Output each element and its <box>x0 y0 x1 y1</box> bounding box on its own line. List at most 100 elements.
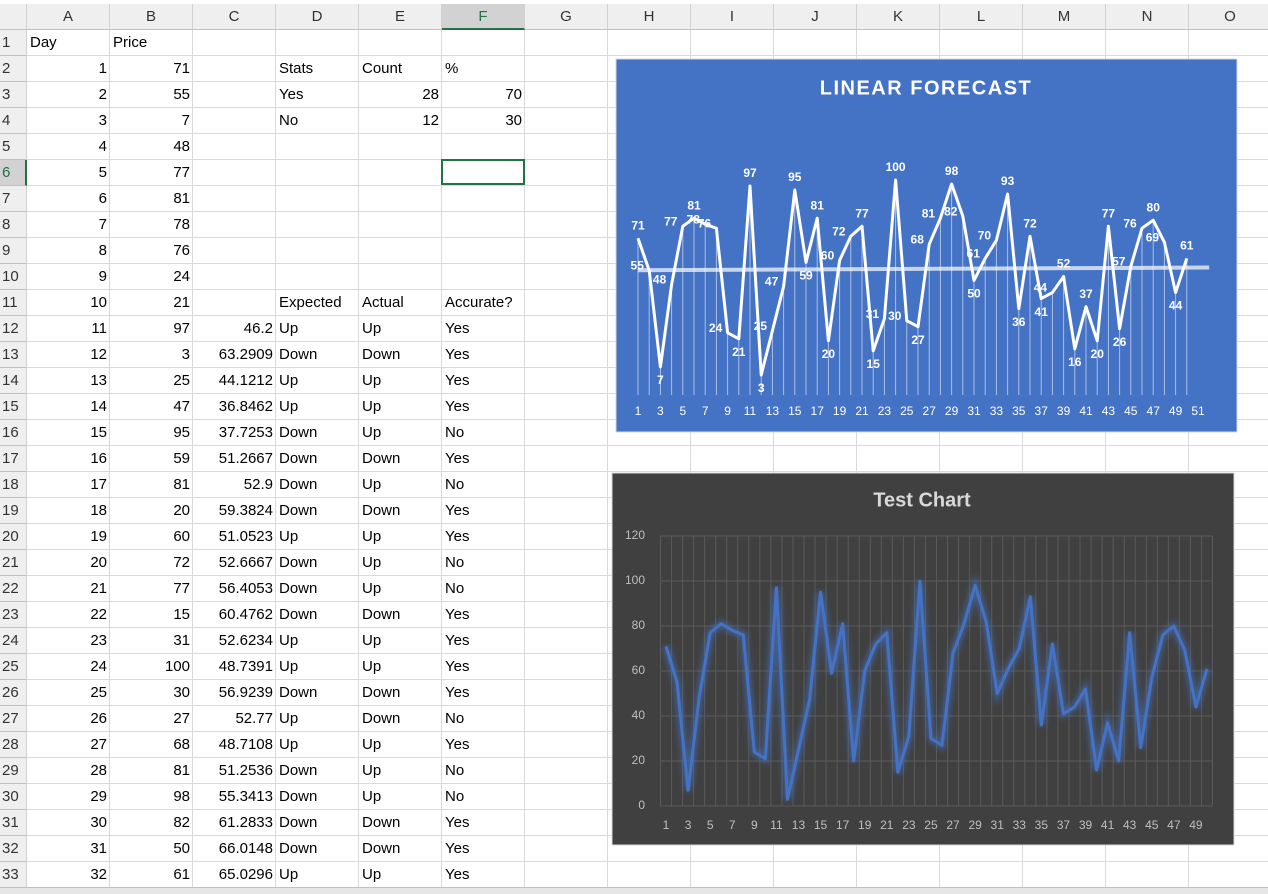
cell: 61.2833 <box>218 814 273 831</box>
x-tick-label: 29 <box>968 818 982 832</box>
row-header: 31 <box>0 810 27 836</box>
x-tick-label: 1 <box>635 404 642 418</box>
grid-line <box>275 30 276 890</box>
cell: 59.3824 <box>218 502 273 519</box>
cell: Down <box>279 814 318 831</box>
column-header: A <box>27 4 110 30</box>
cell: 55 <box>173 86 190 103</box>
data-label: 93 <box>1001 174 1015 188</box>
data-label: 7 <box>657 373 664 387</box>
cell: 32 <box>90 866 107 883</box>
cell: Down <box>279 684 318 701</box>
y-tick-label: 100 <box>625 573 645 587</box>
row-header: 29 <box>0 758 27 784</box>
cell: 9 <box>98 268 107 285</box>
cell: Up <box>362 632 382 649</box>
cell: Down <box>362 606 401 623</box>
cell: 59 <box>173 450 190 467</box>
data-label: 3 <box>758 381 765 395</box>
cell: 78 <box>173 216 190 233</box>
x-tick-label: 19 <box>833 404 847 418</box>
x-tick-label: 3 <box>657 404 664 418</box>
data-label: 55 <box>631 259 645 273</box>
cell: Down <box>279 424 318 441</box>
cell: No <box>445 476 465 493</box>
data-label: 69 <box>1146 230 1160 244</box>
cell: Down <box>362 450 401 467</box>
data-label: 48 <box>653 273 667 287</box>
cell: Yes <box>445 320 470 337</box>
grid-line <box>1022 30 1023 890</box>
x-tick-label: 11 <box>744 404 757 418</box>
y-tick-label: 40 <box>632 708 646 722</box>
column-header: G <box>525 4 608 30</box>
x-tick-label: 45 <box>1124 404 1138 418</box>
row-header: 7 <box>0 186 27 212</box>
chart-title: LINEAR FORECAST <box>820 77 1033 99</box>
x-tick-label: 13 <box>792 818 806 832</box>
cell: 50 <box>173 840 190 857</box>
cell: Day <box>30 34 57 51</box>
cell: Yes <box>445 528 470 545</box>
column-header: D <box>276 4 359 30</box>
cell: 22 <box>90 606 107 623</box>
row-header: 2 <box>0 56 27 82</box>
cell: 11 <box>91 320 107 337</box>
data-label: 30 <box>888 309 902 323</box>
cell: 7 <box>98 216 107 233</box>
row-header: 8 <box>0 212 27 238</box>
trendline <box>637 265 1210 273</box>
cell: 46.2 <box>243 320 273 337</box>
row-header: 32 <box>0 836 27 862</box>
cell: 25 <box>173 372 190 389</box>
data-label: 26 <box>1113 335 1127 349</box>
cell: Down <box>362 346 401 363</box>
cell: 24 <box>90 658 107 675</box>
cell: 4 <box>98 138 107 155</box>
cell: 21 <box>90 580 107 597</box>
data-label: 72 <box>832 224 846 238</box>
cell: Yes <box>445 502 470 519</box>
cell: 63.2909 <box>218 346 273 363</box>
x-tick-label: 3 <box>685 818 692 832</box>
cell: 30 <box>505 112 522 129</box>
data-label: 82 <box>944 204 958 218</box>
row-header: 16 <box>0 420 27 446</box>
cell: 76 <box>173 242 190 259</box>
cell: 52.6667 <box>218 554 273 571</box>
cell: 52.9 <box>243 476 273 493</box>
cell: Down <box>279 502 318 519</box>
grid-line <box>441 30 442 890</box>
cell: Up <box>362 372 382 389</box>
cell: 14 <box>90 398 107 415</box>
cell: 37.7253 <box>218 424 273 441</box>
data-label: 16 <box>1068 355 1082 369</box>
cell: 26 <box>90 710 107 727</box>
x-tick-label: 17 <box>811 404 825 418</box>
x-tick-label: 7 <box>702 404 709 418</box>
row-header: 22 <box>0 576 27 602</box>
y-tick-label: 120 <box>625 528 645 542</box>
cell: 13 <box>90 372 107 389</box>
data-label: 77 <box>664 214 678 228</box>
grid-line <box>607 30 608 890</box>
column-header: M <box>1023 4 1106 30</box>
cell: Up <box>362 424 382 441</box>
cell: 65.0296 <box>218 866 273 883</box>
data-label: 36 <box>1012 315 1026 329</box>
x-tick-label: 15 <box>788 404 802 418</box>
cell: 66.0148 <box>218 840 273 857</box>
x-tick-label: 27 <box>946 818 960 832</box>
grid-line <box>27 471 1268 472</box>
cell: 27 <box>173 710 190 727</box>
cell: 18 <box>90 502 107 519</box>
cell: Up <box>362 866 382 883</box>
cell: Stats <box>279 60 314 77</box>
row-header: 33 <box>0 862 27 888</box>
cell: Down <box>279 476 318 493</box>
cell: Actual <box>362 294 404 311</box>
cell: 30 <box>90 814 107 831</box>
data-label: 52 <box>1057 257 1071 271</box>
sheet-tabs <box>0 887 1268 894</box>
cell: 60.4762 <box>218 606 273 623</box>
